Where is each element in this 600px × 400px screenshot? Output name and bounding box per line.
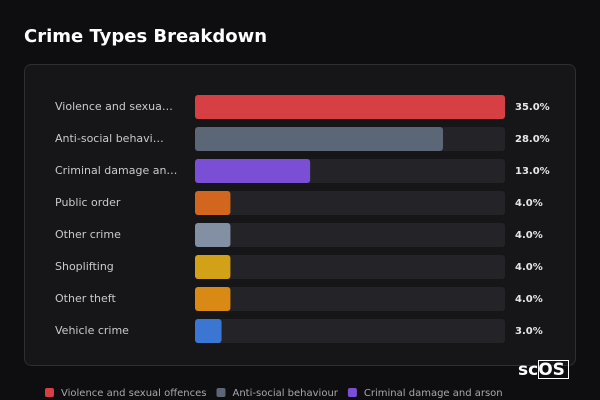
bar: [195, 255, 231, 279]
value-label: 3.0%: [515, 326, 543, 337]
category-label: Criminal damage an…: [55, 164, 177, 177]
bar: [195, 319, 222, 343]
legend-label: Anti-social behaviour: [233, 388, 339, 399]
bar-track: [195, 319, 505, 343]
bar: [195, 223, 231, 247]
bar-track: [195, 287, 505, 311]
bar: [195, 127, 443, 151]
bar-track: [195, 255, 505, 279]
value-label: 13.0%: [515, 166, 550, 177]
bar: [195, 191, 231, 215]
category-label: Other theft: [55, 292, 116, 305]
legend-label: Violence and sexual offences: [61, 388, 207, 399]
bar: [195, 159, 311, 183]
bar: [195, 287, 231, 311]
legend-swatch: [45, 388, 54, 397]
bar: [195, 95, 505, 119]
value-label: 4.0%: [515, 262, 543, 273]
value-label: 4.0%: [515, 198, 543, 209]
value-label: 4.0%: [515, 294, 543, 305]
category-label: Public order: [55, 196, 121, 209]
watermark: scOS: [518, 360, 565, 380]
category-label: Shoplifting: [55, 260, 114, 273]
value-label: 35.0%: [515, 102, 550, 113]
chart-title: Crime Types Breakdown: [24, 26, 267, 47]
watermark-box: [538, 360, 569, 379]
category-label: Other crime: [55, 228, 121, 241]
legend-label: Criminal damage and arson: [364, 388, 503, 399]
category-label: Anti-social behavi…: [55, 132, 164, 145]
category-label: Violence and sexua…: [55, 100, 173, 113]
value-label: 4.0%: [515, 230, 543, 241]
legend-swatch: [216, 388, 226, 397]
legend-swatch: [347, 388, 357, 397]
value-label: 28.0%: [515, 134, 550, 145]
bar-track: [195, 191, 505, 215]
bar-track: [195, 223, 505, 247]
category-label: Vehicle crime: [55, 324, 129, 337]
